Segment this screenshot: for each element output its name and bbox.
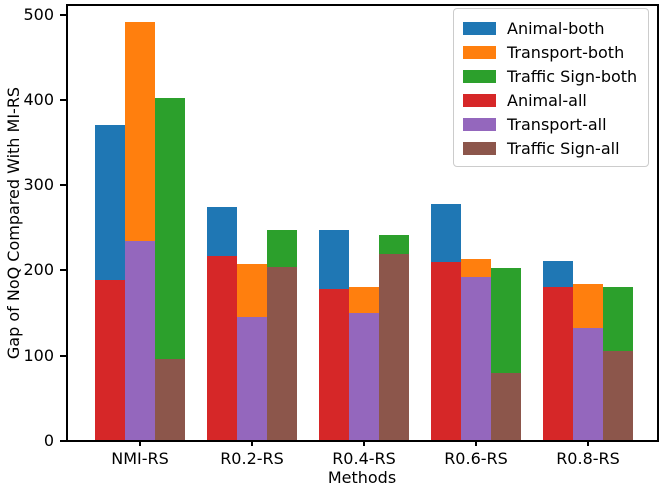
right-spine	[656, 4, 659, 442]
bar-transport-all-r0-6-rs	[461, 277, 491, 441]
y-tick-label: 400	[23, 89, 54, 109]
bar-traffic-sign-all-r0-4-rs	[379, 254, 409, 441]
legend-label: Transport-all	[507, 114, 607, 134]
x-tick-label-r0-4-rs: R0.4-RS	[332, 449, 396, 468]
legend-label: Animal-both	[507, 18, 605, 38]
legend-item-animal-both: Animal-both	[463, 16, 638, 40]
x-tick-label-r0-6-rs: R0.6-RS	[444, 449, 508, 468]
y-tick-label: 0	[43, 431, 54, 450]
legend-label: Animal-all	[507, 90, 587, 110]
x-axis-label: Methods	[327, 468, 397, 487]
y-tick-mark	[60, 184, 66, 187]
y-tick-label: 100	[23, 345, 54, 365]
bar-animal-all-r0-8-rs	[543, 286, 573, 441]
bar-transport-all-r0-8-rs	[573, 328, 603, 441]
bar-transport-all-r0-2-rs	[237, 317, 267, 441]
x-tick-mark	[363, 441, 365, 446]
x-tick-label-nmi-rs: NMI-RS	[111, 449, 169, 468]
y-tick-mark	[60, 440, 66, 442]
legend-item-traffic-sign-both: Traffic Sign-both	[463, 64, 638, 88]
y-tick-mark	[60, 98, 66, 101]
legend-label: Traffic Sign-all	[507, 138, 620, 158]
bottom-spine	[65, 440, 659, 442]
y-axis-label-text: Gap of NoQ Compared With MI-RS	[4, 86, 23, 360]
bar-traffic-sign-all-r0-6-rs	[491, 372, 521, 441]
x-tick-label-r0-2-rs: R0.2-RS	[220, 449, 284, 468]
bar-transport-all-r0-4-rs	[349, 313, 379, 441]
x-tick-mark	[587, 441, 589, 446]
left-spine	[65, 4, 68, 442]
x-tick-label-r0-8-rs: R0.8-RS	[556, 449, 620, 468]
plot-area	[67, 5, 657, 441]
legend-swatch-icon	[463, 117, 496, 131]
legend-swatch-icon	[463, 93, 496, 107]
bar-traffic-sign-all-nmi-rs	[155, 359, 185, 441]
legend-swatch-icon	[463, 141, 496, 155]
legend-item-animal-all: Animal-all	[463, 88, 638, 112]
bar-animal-all-r0-2-rs	[207, 255, 237, 441]
bar-animal-all-r0-6-rs	[431, 261, 461, 441]
x-tick-mark	[475, 441, 477, 446]
legend-swatch-icon	[463, 21, 496, 35]
legend-swatch-icon	[463, 45, 496, 59]
x-tick-mark	[251, 441, 253, 446]
y-tick-label: 500	[23, 4, 54, 24]
x-tick-mark	[139, 441, 141, 446]
top-spine	[65, 4, 659, 6]
bar-animal-all-r0-4-rs	[319, 289, 349, 441]
y-tick-label: 200	[23, 260, 54, 280]
legend-swatch-icon	[463, 69, 496, 83]
legend-item-transport-all: Transport-all	[463, 112, 638, 136]
y-tick-mark	[60, 269, 66, 272]
y-tick-label: 300	[23, 175, 54, 195]
legend-label: Transport-both	[507, 42, 625, 62]
legend: Animal-both Transport-both Traffic Sign-bo…	[453, 8, 649, 167]
y-tick-mark	[60, 13, 66, 16]
legend-item-transport-both: Transport-both	[463, 40, 638, 64]
bar-traffic-sign-all-r0-2-rs	[267, 267, 297, 441]
bar-animal-all-nmi-rs	[95, 279, 125, 441]
legend-item-traffic-sign-all: Traffic Sign-all	[463, 136, 638, 160]
bar-transport-all-nmi-rs	[125, 241, 155, 441]
y-tick-mark	[60, 354, 66, 357]
bar-traffic-sign-all-r0-8-rs	[603, 350, 633, 441]
legend-label: Traffic Sign-both	[507, 66, 638, 86]
